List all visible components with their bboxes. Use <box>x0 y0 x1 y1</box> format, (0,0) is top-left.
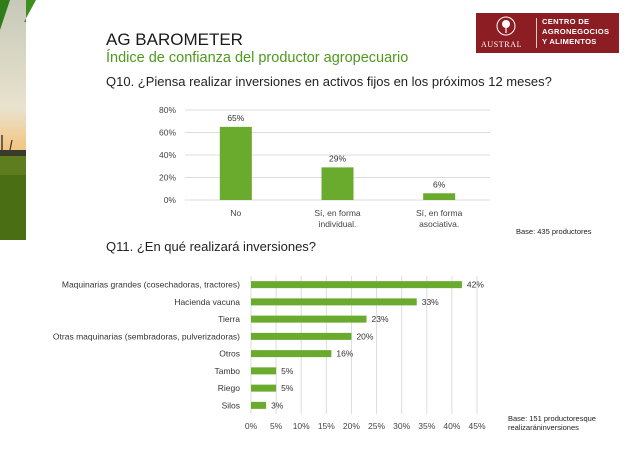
page-subtitle: Índice de confianza del productor agrope… <box>106 50 409 66</box>
bar <box>251 298 417 306</box>
bar <box>251 401 267 409</box>
logo-divider <box>536 18 537 48</box>
x-tick-label: 45% <box>468 421 485 431</box>
data-label: 23% <box>372 314 389 324</box>
category-label: Otros <box>219 349 240 359</box>
austral-logo: AUSTRAL CENTRO DE AGRONEGOCIOS Y ALIMENT… <box>476 13 619 53</box>
category-label: Otras maquinarias (sembradoras, pulveriz… <box>53 331 240 341</box>
x-tick-label: 5% <box>270 421 283 431</box>
bar <box>251 384 277 392</box>
category-label: Maquinarias grandes (cosechadoras, tract… <box>62 280 240 290</box>
data-label: 3% <box>271 400 284 410</box>
x-tick-label: 0% <box>245 421 258 431</box>
bar <box>321 167 354 200</box>
y-tick-label: 60% <box>159 128 176 138</box>
data-label: 33% <box>422 297 439 307</box>
data-label: 29% <box>329 153 346 163</box>
bar <box>219 126 252 200</box>
category-label: asociativa. <box>419 219 459 229</box>
category-label: Hacienda vacuna <box>174 297 240 307</box>
q10-title: Q10. ¿Piensa realizar inversiones en act… <box>106 74 552 89</box>
bar <box>251 332 352 340</box>
y-tick-label: 20% <box>159 173 176 183</box>
y-tick-label: 0% <box>164 195 177 205</box>
logo-line-3: Y ALIMENTOS <box>542 37 597 46</box>
x-tick-label: 35% <box>418 421 435 431</box>
x-tick-label: 40% <box>443 421 460 431</box>
category-label: No <box>230 208 241 218</box>
category-label: Silos <box>222 400 240 410</box>
category-label: Sí, en forma <box>314 208 361 218</box>
bar <box>251 315 367 323</box>
data-label: 6% <box>433 179 446 189</box>
data-label: 5% <box>281 383 294 393</box>
bar <box>251 281 462 289</box>
category-label: Tambo <box>214 366 240 376</box>
q11-title: Q11. ¿En qué realizará inversiones? <box>106 239 317 254</box>
y-tick-label: 80% <box>159 105 176 115</box>
logo-line-1: CENTRO DE <box>542 17 590 26</box>
category-label: Riego <box>218 383 240 393</box>
bar <box>251 367 277 375</box>
category-label: Sí, en forma <box>416 208 463 218</box>
category-label: individual. <box>319 219 357 229</box>
data-label: 5% <box>281 366 294 376</box>
q11-base-note-line-2: realizaráninversiones <box>508 423 579 432</box>
category-label: Tierra <box>218 314 240 324</box>
data-label: 16% <box>336 349 353 359</box>
q11-bar-chart: 0% 5% 10% 15% 20% 25% 30% 35% 40% 45% 42% Maquinari… <box>53 276 486 431</box>
data-label: 20% <box>356 331 373 341</box>
y-tick-label: 40% <box>159 150 176 160</box>
x-tick-label: 15% <box>318 421 335 431</box>
x-tick-label: 10% <box>293 421 310 431</box>
logo-university-name: AUSTRAL <box>481 40 523 49</box>
q10-base-note: Base: 435 productores <box>516 227 592 236</box>
university-seal <box>476 13 536 53</box>
logo-line-2: AGRONEGOCIOS <box>542 27 610 36</box>
bar <box>251 350 332 358</box>
data-label: 65% <box>227 113 244 123</box>
q11-base-note: Base: 151 productoresque realizaráninver… <box>508 414 596 432</box>
bar <box>423 193 456 200</box>
q11-base-note-line-1: Base: 151 productoresque <box>508 414 596 423</box>
page-title: AG BAROMETER <box>106 30 243 49</box>
x-tick-label: 20% <box>343 421 360 431</box>
x-tick-label: 25% <box>368 421 385 431</box>
data-label: 42% <box>467 280 484 290</box>
x-tick-label: 30% <box>393 421 410 431</box>
field-photo <box>0 0 100 240</box>
